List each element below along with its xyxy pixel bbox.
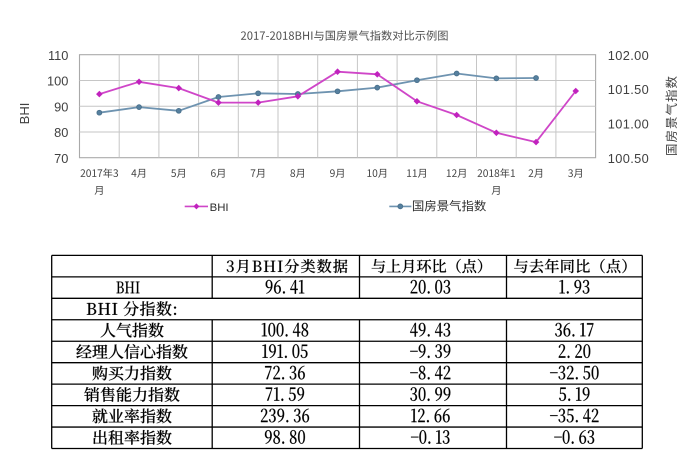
svg-text:101.00: 101.00 <box>608 116 649 131</box>
svg-text:100.50: 100.50 <box>608 151 649 166</box>
svg-text:70: 70 <box>54 151 68 166</box>
svg-text:80: 80 <box>54 125 68 140</box>
svg-text:110: 110 <box>48 48 68 63</box>
svg-text:BHI: BHI <box>210 202 229 214</box>
svg-text:102.00: 102.00 <box>608 48 649 63</box>
svg-text:100: 100 <box>47 74 68 89</box>
svg-text:BHI: BHI <box>17 103 32 125</box>
svg-text:90: 90 <box>54 99 68 114</box>
svg-text:101.50: 101.50 <box>608 82 649 97</box>
